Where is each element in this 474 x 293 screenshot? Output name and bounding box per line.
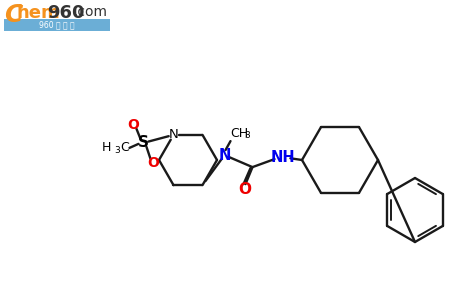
Text: H: H — [102, 142, 111, 154]
Text: O: O — [238, 182, 251, 197]
Bar — [4, 19, 110, 31]
Text: N: N — [219, 148, 231, 163]
Text: O: O — [128, 118, 139, 132]
Text: 3: 3 — [115, 146, 120, 155]
Text: C: C — [120, 142, 129, 154]
Text: S: S — [138, 135, 149, 150]
Text: 960: 960 — [47, 4, 84, 22]
Text: 3: 3 — [245, 131, 250, 140]
Text: hem: hem — [16, 4, 60, 22]
Text: NH: NH — [270, 150, 295, 165]
Text: 960 化 工 网: 960 化 工 网 — [39, 21, 75, 30]
Text: CH: CH — [230, 127, 249, 140]
Text: .com: .com — [74, 5, 108, 19]
Text: O: O — [147, 156, 159, 170]
Text: C: C — [4, 3, 22, 27]
Text: N: N — [169, 128, 178, 142]
